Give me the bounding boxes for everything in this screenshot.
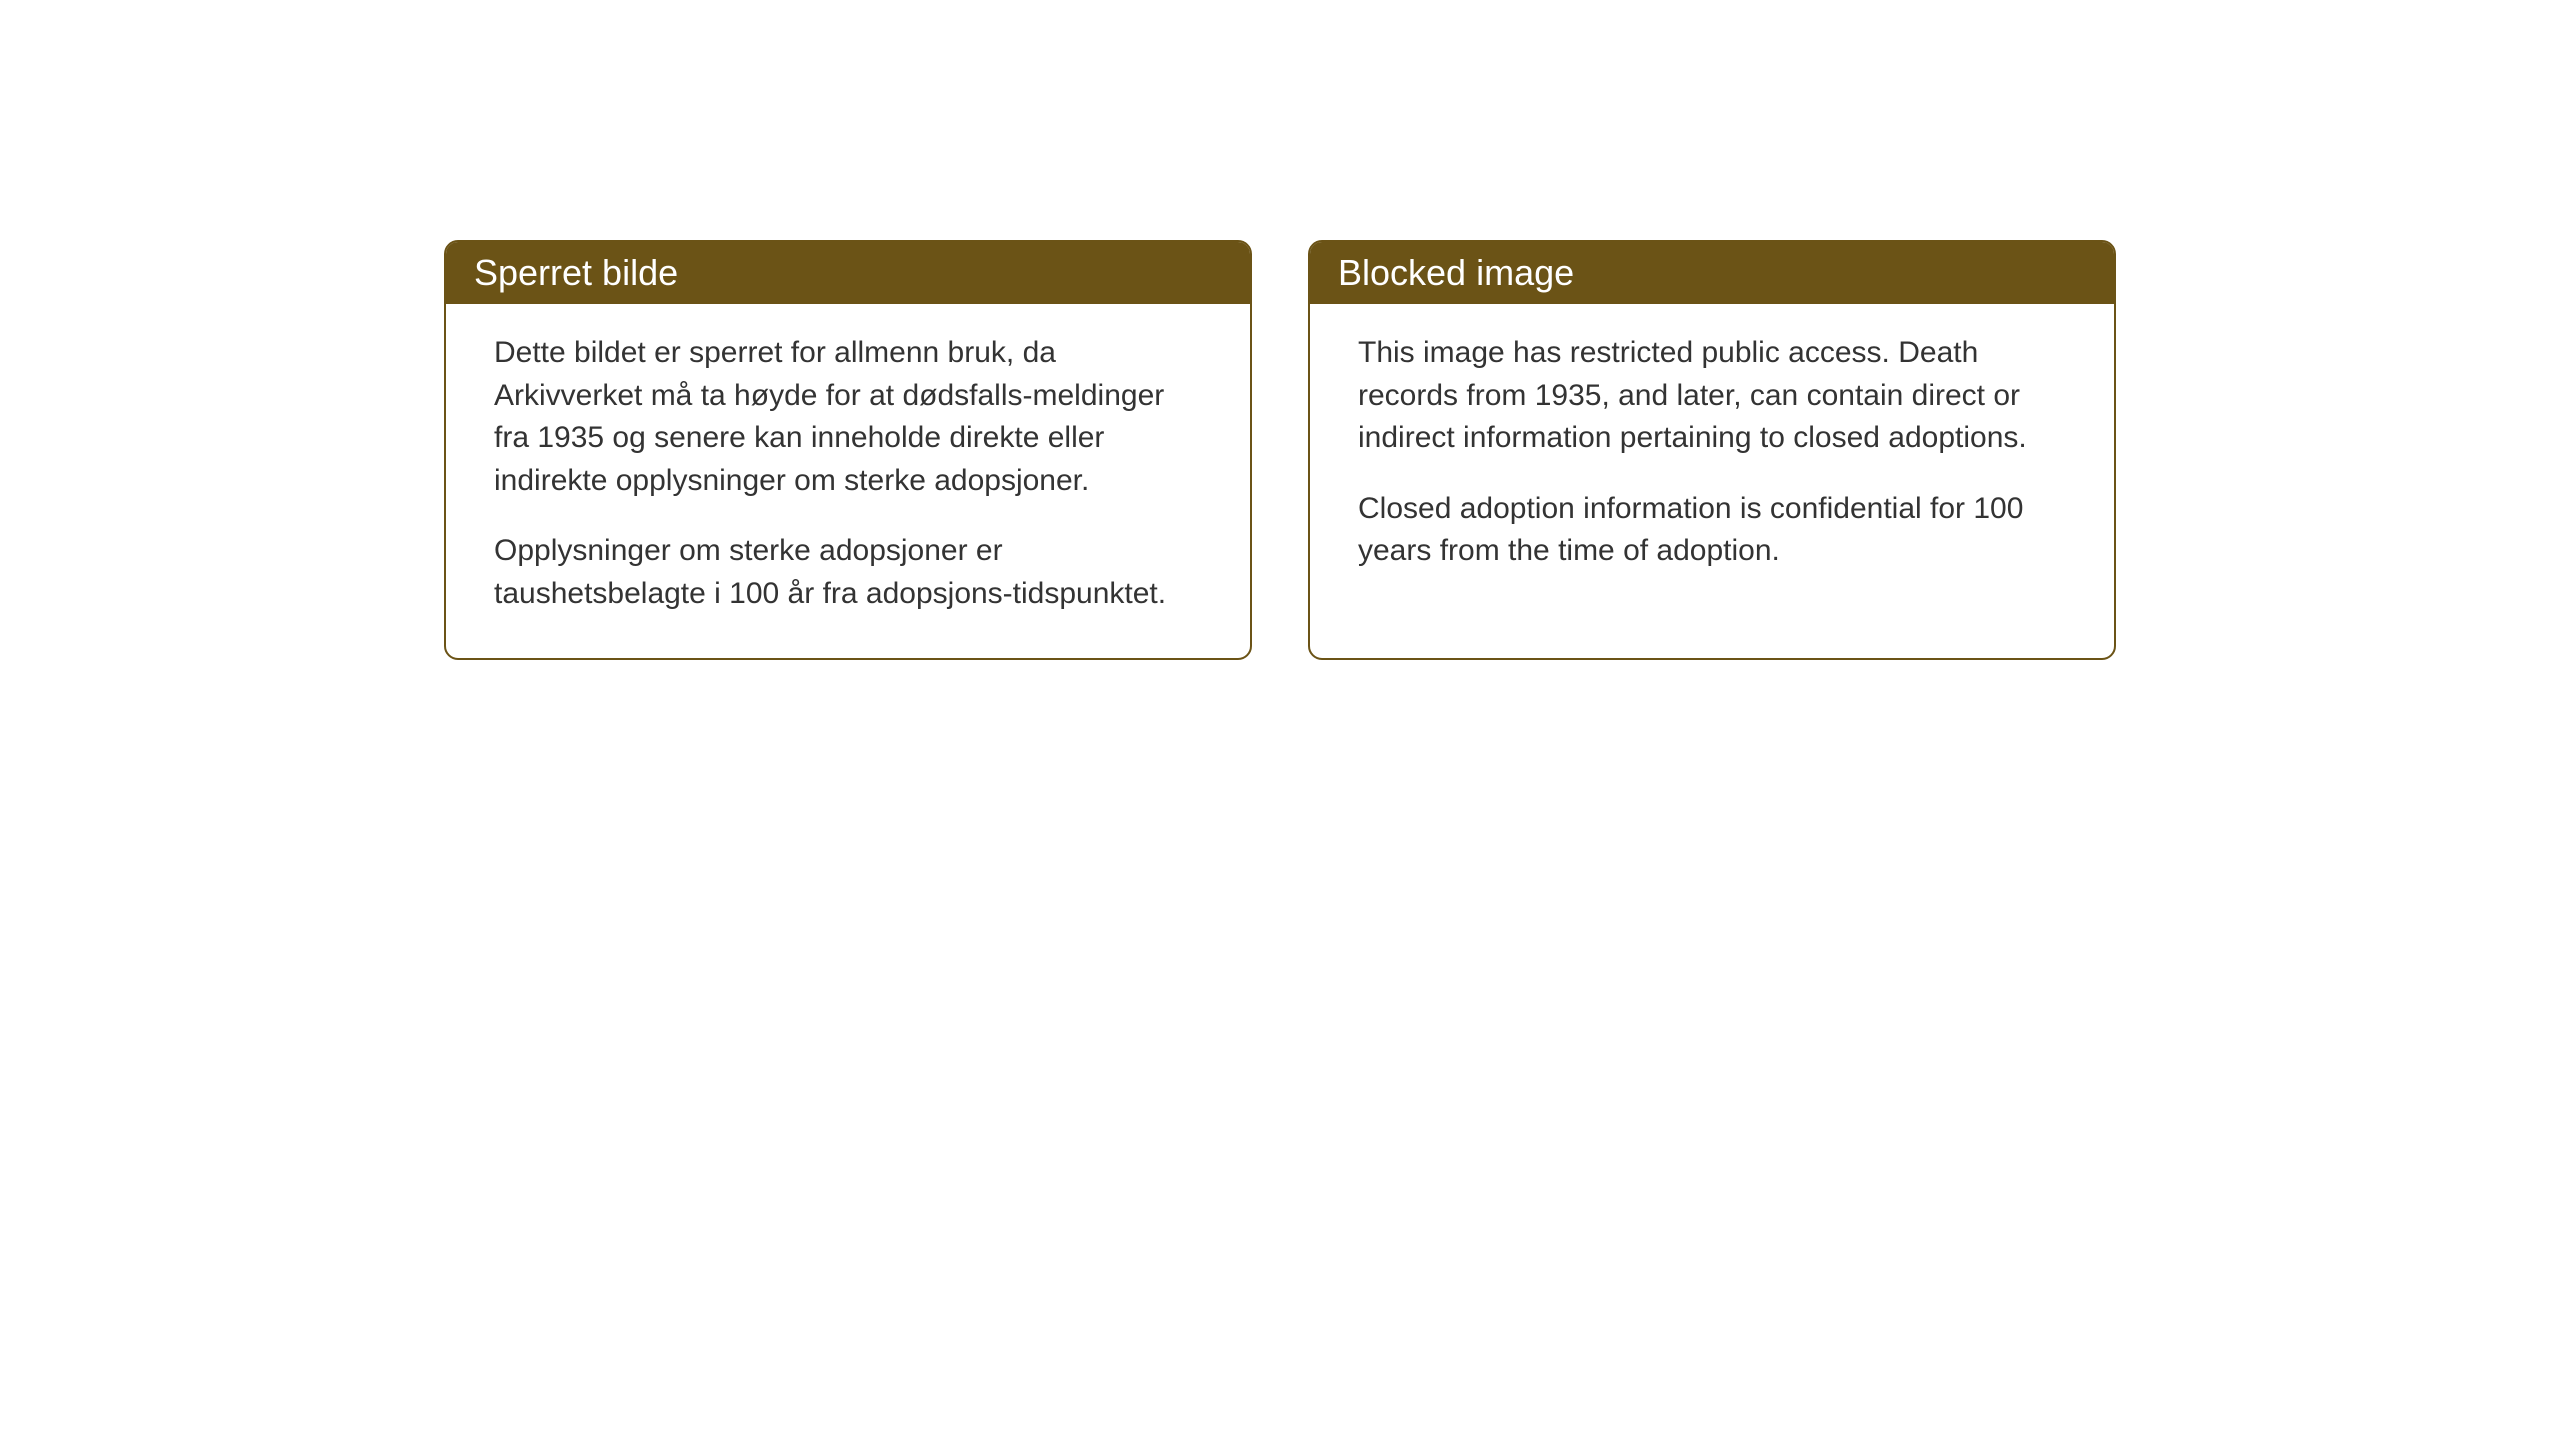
- notice-cards-container: Sperret bilde Dette bildet er sperret fo…: [444, 240, 2116, 660]
- english-paragraph-1: This image has restricted public access.…: [1358, 332, 2066, 460]
- norwegian-card-body: Dette bildet er sperret for allmenn bruk…: [446, 304, 1250, 658]
- norwegian-paragraph-2: Opplysninger om sterke adopsjoner er tau…: [494, 530, 1202, 615]
- norwegian-paragraph-1: Dette bildet er sperret for allmenn bruk…: [494, 332, 1202, 502]
- norwegian-card-title: Sperret bilde: [474, 252, 678, 293]
- norwegian-card-header: Sperret bilde: [446, 242, 1250, 304]
- english-paragraph-2: Closed adoption information is confident…: [1358, 488, 2066, 573]
- english-card-title: Blocked image: [1338, 252, 1574, 293]
- english-card-body: This image has restricted public access.…: [1310, 304, 2114, 658]
- norwegian-notice-card: Sperret bilde Dette bildet er sperret fo…: [444, 240, 1252, 660]
- english-notice-card: Blocked image This image has restricted …: [1308, 240, 2116, 660]
- english-card-header: Blocked image: [1310, 242, 2114, 304]
